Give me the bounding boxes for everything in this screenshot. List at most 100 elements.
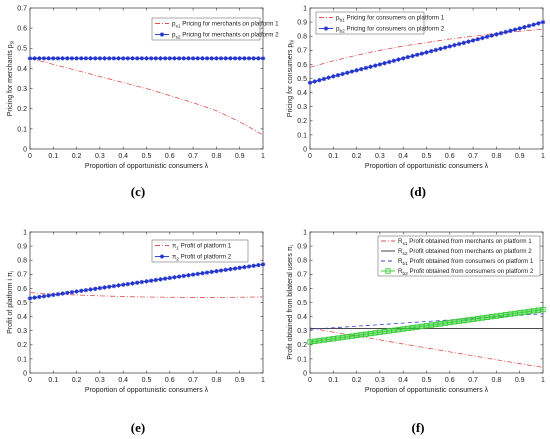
x-tick-label: 0.9: [235, 153, 245, 160]
data-point: [88, 56, 93, 61]
data-point: [484, 34, 490, 39]
data-point: [359, 66, 364, 72]
data-point: [121, 282, 126, 287]
data-point: [237, 265, 242, 271]
data-point: [526, 23, 532, 29]
data-point: [237, 56, 242, 61]
data-point: [172, 275, 177, 280]
x-tick-label: 0.8: [492, 377, 502, 384]
data-point: [158, 277, 163, 282]
data-point: [167, 56, 172, 61]
data-point: [326, 75, 331, 80]
data-point: [93, 56, 98, 61]
y-tick-label: 0.4: [17, 66, 27, 73]
data-point: [153, 56, 159, 61]
y-tick-label: 0.3: [17, 86, 27, 93]
series-1: [29, 57, 264, 136]
data-point: [218, 268, 224, 273]
data-point: [475, 37, 480, 42]
legend-label: Rs2 Profit obtained from merchants on pl…: [398, 248, 532, 257]
data-point: [74, 56, 79, 61]
legend-label: ps1 Pricing for merchants on platform 1: [172, 21, 279, 30]
y-tick-label: 0.6: [297, 62, 307, 69]
data-point: [116, 283, 121, 288]
data-point: [69, 56, 75, 61]
data-point: [461, 40, 466, 45]
legend: π1 Profit of platform 1 π2 Profit of plat…: [151, 239, 249, 263]
y-tick-label: 0.1: [17, 356, 27, 363]
data-point: [102, 285, 107, 290]
data-point: [130, 281, 135, 286]
x-tick-label: 0.6: [165, 377, 175, 384]
x-tick-label: 0.8: [212, 153, 222, 160]
y-tick-label: 1: [303, 229, 307, 236]
x-tick-label: 0.5: [142, 377, 152, 384]
y-tick-label: 1: [23, 229, 27, 236]
x-tick-label: 0.3: [375, 377, 385, 384]
legend-label: pb2 Pricing for consumers on platform 2: [336, 26, 445, 35]
y-tick-label: 0.8: [297, 258, 307, 265]
data-point: [46, 293, 51, 298]
data-point: [41, 294, 47, 299]
data-point: [186, 56, 191, 61]
x-tick-label: 0.9: [235, 377, 245, 384]
data-point: [414, 52, 420, 57]
x-tick-label: 0.4: [398, 377, 408, 384]
legend-label: Rs1 Profit obtained from merchants on pl…: [398, 238, 532, 247]
data-point: [65, 290, 70, 296]
chart-panel-d: 0 0.1 0.2 0.3 0.4 0.5 0.6 0.7 0.8 0.9 1 0 0.1 0.2 0.3 0…: [287, 5, 546, 199]
data-point: [148, 56, 154, 61]
x-tick-label: 0.2: [72, 153, 82, 160]
data-point: [55, 56, 61, 61]
legend: Rs1 Profit obtained from merchants on pl…: [377, 235, 541, 277]
legend-box: [151, 17, 261, 41]
y-axis-label: Profit obtained from bilateral users πi: [287, 245, 296, 360]
legend-label: π2 Profit of platform 2: [172, 254, 232, 263]
series-2: [27, 262, 266, 301]
data-point: [307, 80, 313, 85]
data-point: [438, 46, 443, 51]
panel-label: (c): [131, 184, 145, 199]
data-point: [214, 268, 219, 274]
data-point: [368, 64, 373, 69]
data-point: [424, 50, 429, 55]
data-point: [162, 276, 168, 281]
data-point: [377, 62, 383, 67]
legend-marker: [323, 26, 329, 31]
data-point: [447, 44, 452, 49]
y-tick-label: 0.3: [17, 328, 27, 335]
x-tick-label: 0.8: [492, 153, 502, 160]
legend-label: pb1 Pricing for consumers on platform 1: [336, 15, 445, 24]
x-tick-label: 0: [28, 377, 32, 384]
data-point: [410, 53, 415, 59]
y-tick-label: 0.7: [297, 48, 307, 55]
data-point: [134, 280, 140, 285]
y-tick-label: 0.5: [297, 76, 307, 83]
data-point: [466, 39, 471, 44]
data-point: [204, 270, 210, 275]
data-point: [111, 56, 117, 61]
data-point: [116, 56, 121, 61]
x-tick-label: 0.1: [48, 153, 58, 160]
data-point: [321, 76, 327, 82]
y-tick-label: 0: [23, 370, 27, 377]
data-point: [428, 49, 434, 54]
y-tick-label: 0.2: [297, 342, 307, 349]
y-axis-label: Pricing for merchants psi: [7, 41, 16, 117]
chart-panel-e: 0 0.1 0.2 0.3 0.4 0.5 0.6 0.7 0.8 0.9 1 0 0.1 0.2 0.3 0…: [7, 229, 266, 435]
data-point: [200, 271, 205, 276]
data-point: [79, 56, 84, 61]
x-tick-label: 0.6: [445, 153, 455, 160]
x-tick-label: 0.1: [328, 377, 338, 384]
x-tick-label: 0.7: [468, 153, 478, 160]
data-point: [111, 283, 117, 289]
x-tick-label: 0.7: [468, 377, 478, 384]
y-tick-label: 0: [303, 370, 307, 377]
series-line: [29, 292, 264, 298]
legend-label: ps2 Pricing for merchants on platform 2: [172, 32, 279, 41]
data-point: [121, 56, 126, 61]
x-axis-label: Proportion of opportunistic consumers λ: [365, 387, 489, 394]
series-line: [29, 57, 264, 136]
data-point: [517, 26, 522, 31]
data-point: [139, 56, 145, 61]
